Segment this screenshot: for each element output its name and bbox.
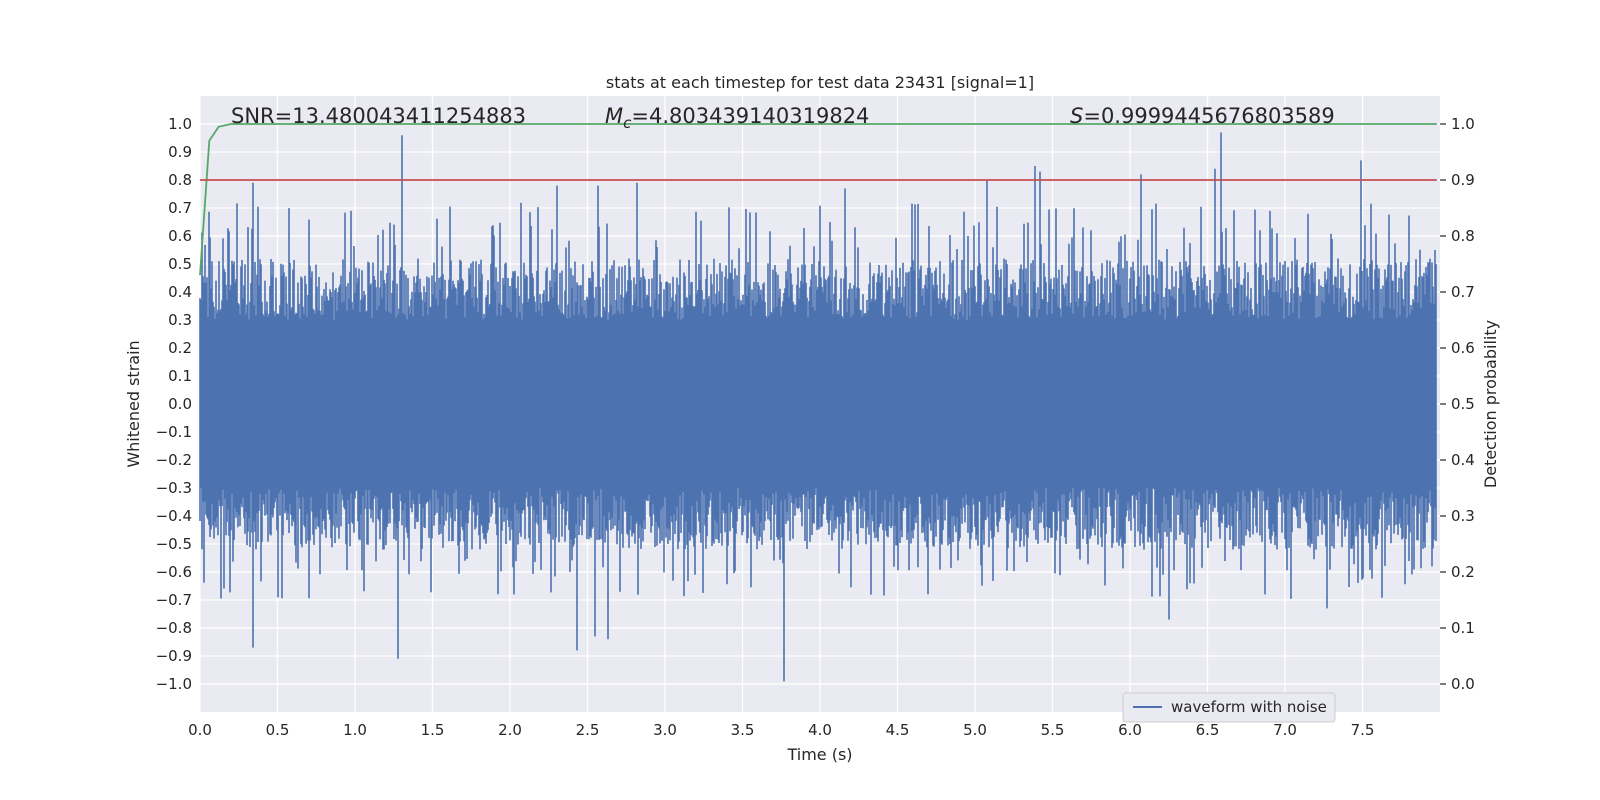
x-tick-label: 3.0 [653, 721, 677, 739]
y-right-tick-label: 0.7 [1451, 283, 1475, 301]
y-left-tick-label: 0.0 [168, 395, 192, 413]
score-annotation: S=0.9999445676803589 [1070, 104, 1335, 128]
y-left-axis-label: Whitened strain [124, 340, 143, 467]
y-left-tick-label: 0.1 [168, 367, 192, 385]
chirp-mass-annotation: Mc=4.803439140319824 [605, 104, 869, 132]
y-left-tick-label: −0.9 [156, 647, 192, 665]
y-right-tick-label: 0.5 [1451, 395, 1475, 413]
waveform-series [199, 132, 1437, 682]
y-left-tick-label: 0.8 [168, 171, 192, 189]
x-tick-label: 0.0 [188, 721, 212, 739]
y-left-tick-label: −0.2 [156, 451, 192, 469]
x-axis-label: Time (s) [786, 745, 852, 764]
x-tick-label: 4.5 [886, 721, 910, 739]
y-right-tick-label: 1.0 [1451, 115, 1475, 133]
score-value: =0.9999445676803589 [1083, 104, 1334, 128]
y-left-tick-label: −0.7 [156, 591, 192, 609]
legend: waveform with noise [1122, 692, 1336, 723]
x-tick-label: 6.0 [1118, 721, 1142, 739]
chirp-mass-subscript: c [623, 114, 632, 132]
x-tick-label: 2.5 [576, 721, 600, 739]
y-left-tick-label: −0.5 [156, 535, 192, 553]
x-tick-label: 0.5 [266, 721, 290, 739]
chirp-mass-symbol: M [605, 104, 623, 128]
y-left-tick-label: 1.0 [168, 115, 192, 133]
y-left-tick-label: 0.3 [168, 311, 192, 329]
chart-title: stats at each timestep for test data 234… [606, 73, 1034, 92]
y-left-tick-label: 0.5 [168, 255, 192, 273]
snr-annotation: SNR=13.480043411254883 [231, 104, 526, 128]
y-left-axis-ticks: 1.0 0.9 0.8 0.7 0.6 0.5 0.4 0.3 0.2 0.1 0.0 −0.1 −0.… [156, 115, 192, 693]
y-right-tick-label: 0.0 [1451, 675, 1475, 693]
y-left-tick-label: −0.6 [156, 563, 192, 581]
detection-probability-line [199, 123, 1437, 276]
y-right-tick-label: 0.2 [1451, 563, 1475, 581]
y-left-tick-label: 0.7 [168, 199, 192, 217]
y-right-tick-label: 0.4 [1451, 451, 1475, 469]
x-tick-label: 1.0 [343, 721, 367, 739]
x-tick-label: 4.0 [808, 721, 832, 739]
score-symbol: S [1070, 104, 1083, 128]
x-tick-label: 1.5 [421, 721, 445, 739]
y-right-axis-ticks: 1.0 0.9 0.8 0.7 0.6 0.5 0.4 0.3 0.2 0.1 0.0 [1440, 115, 1475, 693]
y-left-tick-label: 0.4 [168, 283, 192, 301]
x-tick-label: 7.5 [1351, 721, 1375, 739]
y-left-tick-label: 0.2 [168, 339, 192, 357]
y-left-tick-label: −1.0 [156, 675, 192, 693]
y-left-tick-label: 0.6 [168, 227, 192, 245]
y-right-tick-label: 0.9 [1451, 171, 1475, 189]
chirp-mass-value: =4.803439140319824 [631, 104, 869, 128]
y-right-axis-label: Detection probability [1481, 320, 1500, 488]
x-tick-label: 5.0 [963, 721, 987, 739]
x-tick-label: 2.0 [498, 721, 522, 739]
y-left-tick-label: −0.4 [156, 507, 192, 525]
x-tick-label: 5.5 [1041, 721, 1065, 739]
legend-label: waveform with noise [1171, 698, 1327, 716]
legend-box [1122, 692, 1336, 723]
y-left-tick-label: −0.8 [156, 619, 192, 637]
y-right-tick-label: 0.8 [1451, 227, 1475, 245]
y-right-tick-label: 0.1 [1451, 619, 1475, 637]
waveform-line [199, 132, 1437, 682]
y-left-tick-label: −0.3 [156, 479, 192, 497]
probability-series [199, 123, 1437, 276]
y-right-tick-label: 0.6 [1451, 339, 1475, 357]
y-left-tick-label: −0.1 [156, 423, 192, 441]
y-left-tick-label: 0.9 [168, 143, 192, 161]
y-right-tick-label: 0.3 [1451, 507, 1475, 525]
x-tick-label: 6.5 [1196, 721, 1220, 739]
x-axis-ticks: 0.0 0.5 1.0 1.5 2.0 2.5 3.0 3.5 4.0 4.5 5.0 5.5 6.0 6… [188, 721, 1374, 739]
x-tick-label: 7.0 [1273, 721, 1297, 739]
x-tick-label: 3.5 [731, 721, 755, 739]
